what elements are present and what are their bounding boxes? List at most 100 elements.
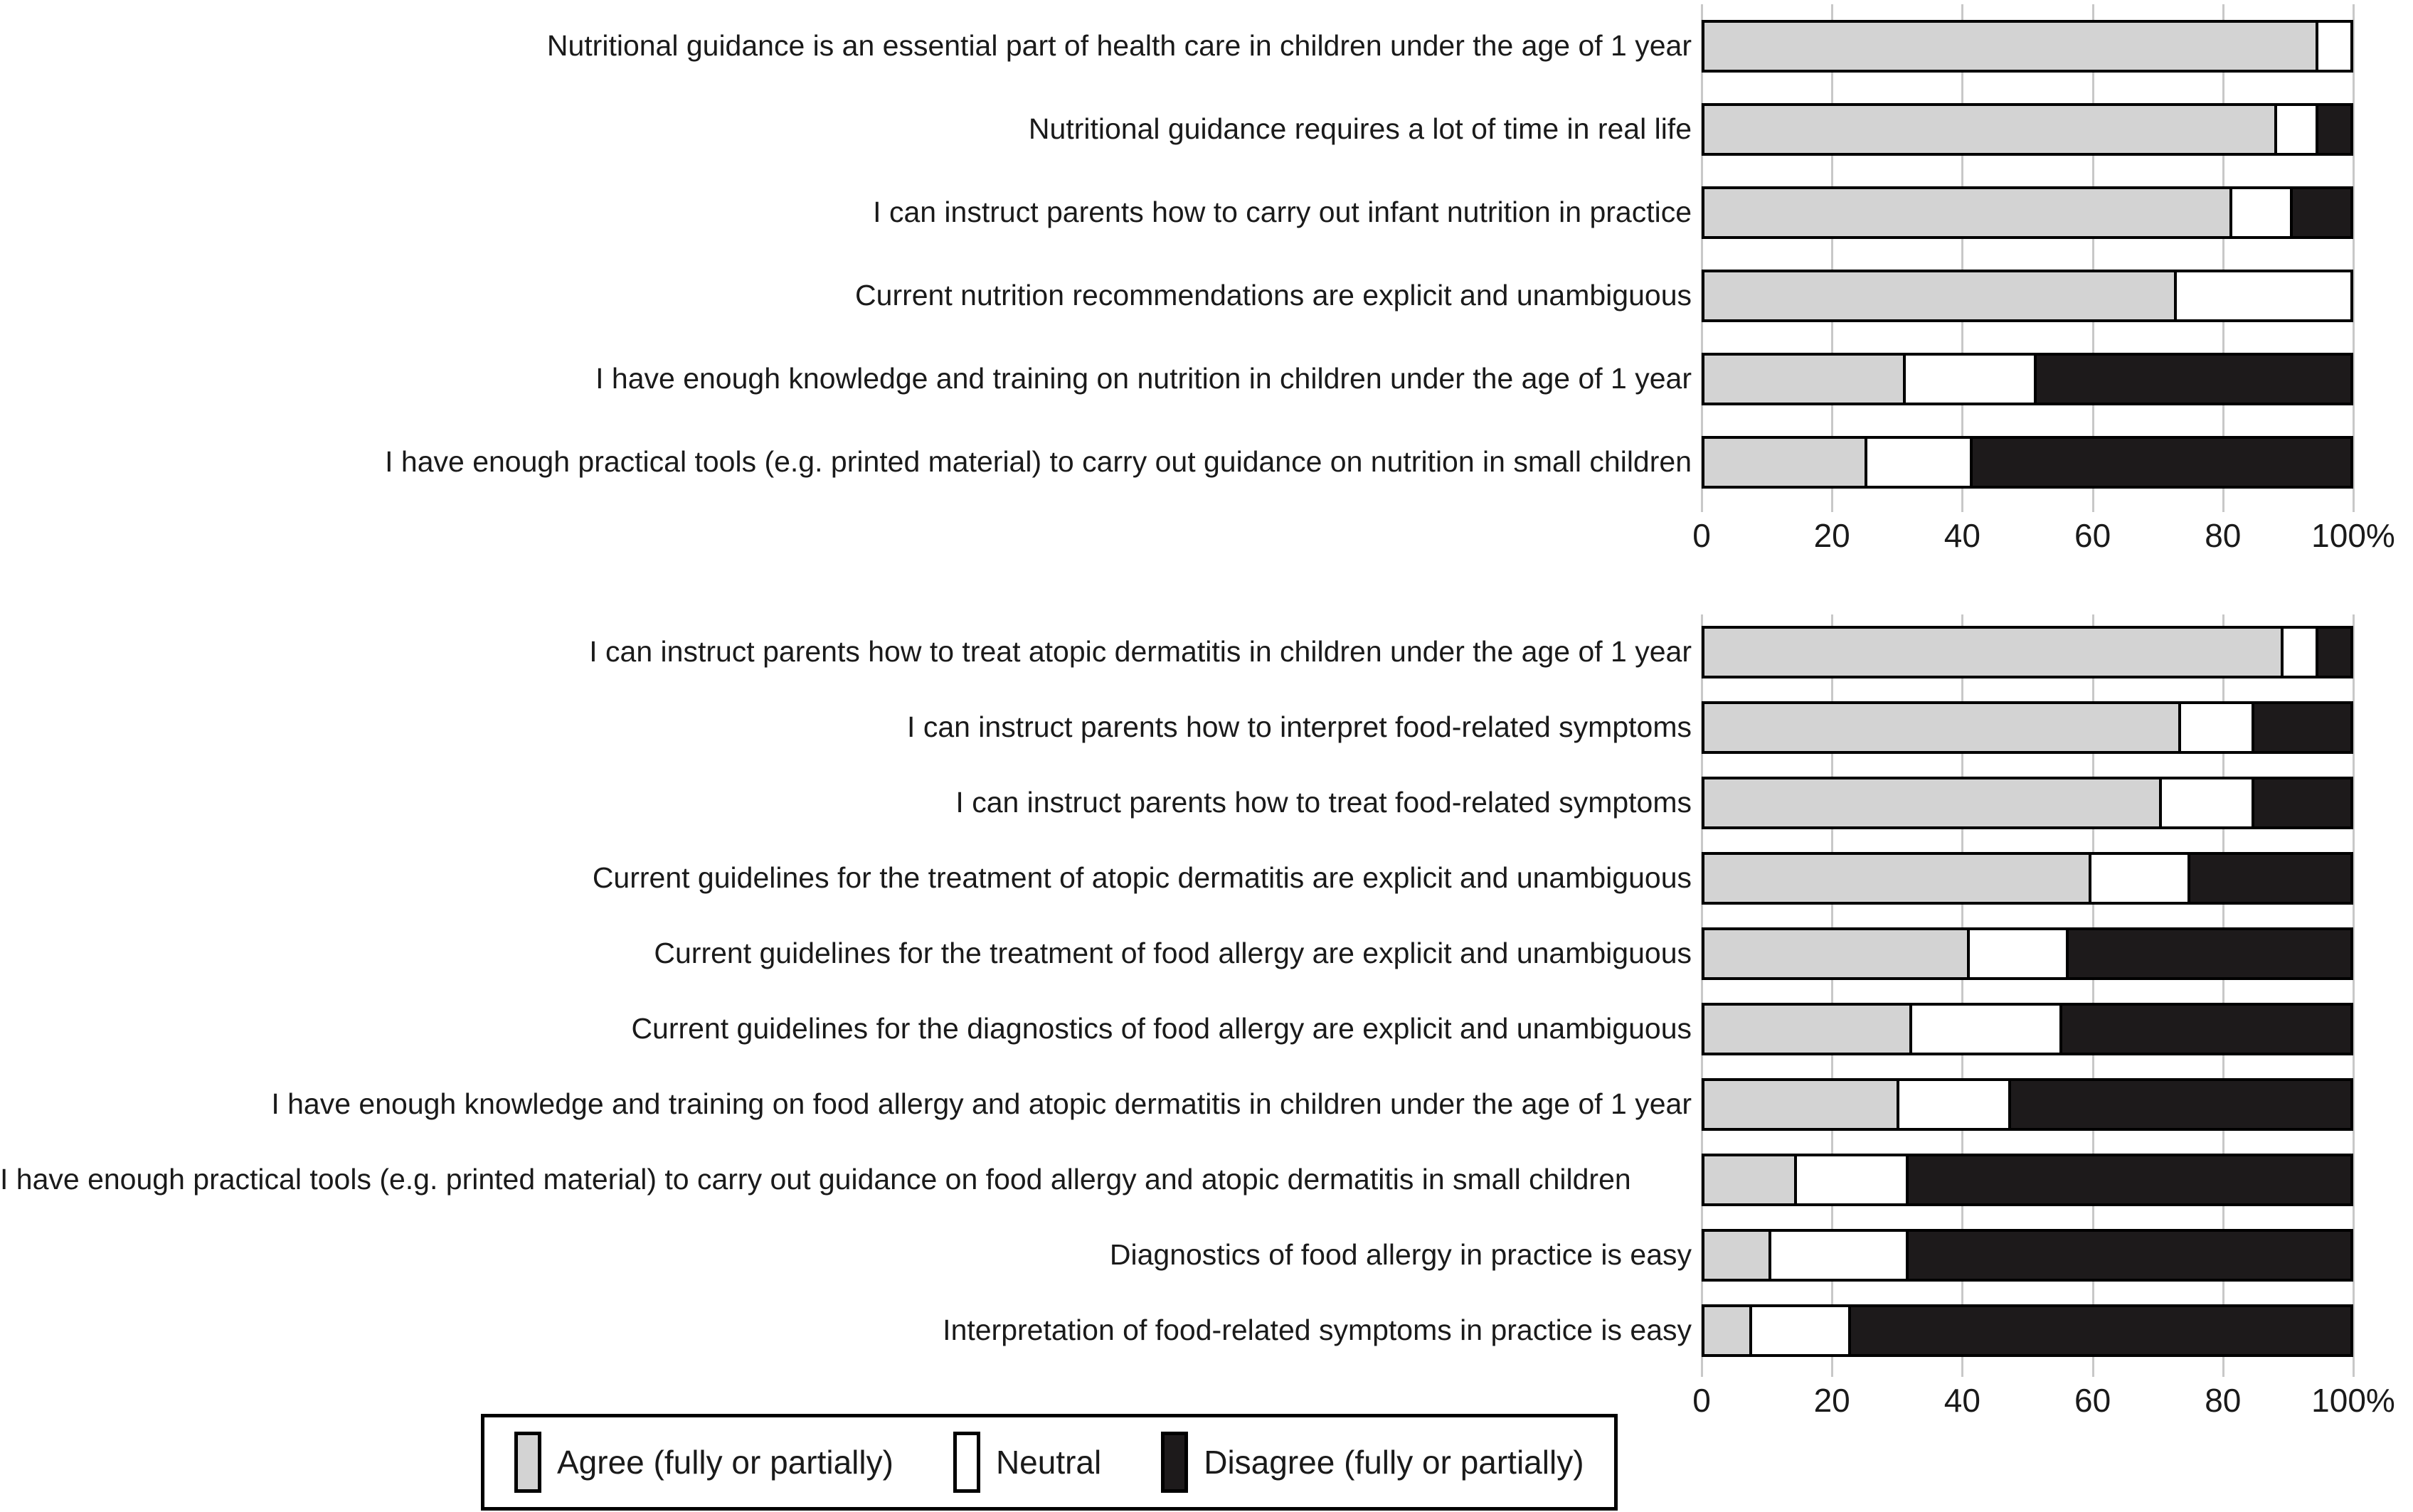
bar-cell [1702, 927, 2353, 980]
stacked-bar [1702, 269, 2353, 322]
chart-row: Current nutrition recommendations are ex… [0, 254, 2413, 337]
chart-row: I can instruct parents how to carry out … [0, 171, 2413, 254]
segment-neutral [1909, 1006, 2059, 1053]
axis-tick: 80 [2205, 517, 2242, 554]
row-label: I can instruct parents how to treat atop… [589, 635, 1692, 669]
segment-agree [1704, 22, 2316, 70]
segment-neutral [1768, 1232, 1906, 1279]
segment-agree [1704, 779, 2159, 826]
stacked-bar [1702, 626, 2353, 678]
segment-disagree [2059, 1006, 2350, 1053]
segment-disagree [2066, 930, 2350, 977]
stacked-bar [1702, 777, 2353, 829]
gridline [2091, 614, 2094, 1377]
axis-tick: 60 [2074, 1382, 2111, 1419]
axis-tick: 100% [2311, 517, 2395, 554]
chart-row: Interpretation of food-related symptoms … [0, 1293, 2413, 1368]
gridline [1701, 614, 1703, 1377]
legend-item: Disagree (fully or partially) [1161, 1432, 1584, 1493]
segment-neutral [2315, 22, 2350, 70]
row-label: Nutritional guidance requires a lot of t… [1028, 112, 1692, 145]
bar-cell [1702, 186, 2353, 239]
segment-disagree [2290, 188, 2350, 236]
bar-cell [1702, 269, 2353, 322]
chart-nutrition-statements: Nutritional guidance is an essential par… [0, 4, 2413, 565]
gridline [1961, 4, 1964, 512]
segment-agree [1704, 438, 1865, 486]
segment-neutral [2274, 105, 2316, 153]
segment-neutral [1865, 438, 1970, 486]
segment-neutral [1903, 355, 2034, 403]
axis-tick: 40 [1943, 517, 1980, 554]
axis-tick: 40 [1943, 1382, 1980, 1419]
bar-cell [1702, 777, 2353, 829]
segment-agree [1704, 1006, 1909, 1053]
row-label: I can instruct parents how to carry out … [873, 195, 1692, 228]
segment-agree [1704, 1081, 1897, 1128]
chart-row: I have enough practical tools (e.g. prin… [0, 420, 2413, 504]
stacked-bar [1702, 1304, 2353, 1357]
segment-agree [1704, 629, 2281, 676]
segment-agree [1704, 930, 1967, 977]
bar-cell [1702, 102, 2353, 156]
segment-agree [1704, 1232, 1768, 1279]
gridline [2353, 4, 2355, 512]
stacked-bar [1702, 701, 2353, 754]
chart-row: I have enough practical tools (e.g. prin… [0, 1142, 2413, 1218]
chart-row: I have enough knowledge and training on … [0, 337, 2413, 420]
gridline [1831, 614, 1834, 1377]
x-axis: 0 20 40 60 80 100% [1692, 504, 2395, 565]
segment-agree [1704, 188, 2229, 236]
gridlines [1701, 614, 2355, 1377]
stacked-bar [1702, 102, 2353, 156]
segment-agree [1704, 272, 2174, 319]
segment-neutral [2229, 188, 2290, 236]
segment-agree [1704, 1307, 1749, 1354]
chart-rows: I can instruct parents how to treat atop… [0, 614, 2413, 1368]
gridline [2222, 4, 2224, 512]
gridline [1961, 614, 1964, 1377]
gridline [1831, 4, 1834, 512]
legend-item: Agree (fully or partially) [514, 1432, 893, 1493]
stacked-bar [1702, 1003, 2353, 1055]
axis-tick: 20 [1813, 1382, 1850, 1419]
axis-tick: 20 [1813, 517, 1850, 554]
segment-agree [1704, 855, 2089, 902]
segment-disagree [2316, 105, 2350, 153]
legend-swatch-disagree [1161, 1432, 1189, 1493]
chart-row: Current guidelines for the treatment of … [0, 916, 2413, 991]
legend-swatch-neutral [953, 1432, 980, 1493]
chart-allergy-statements: I can instruct parents how to treat atop… [0, 614, 2413, 1430]
segment-agree [1704, 105, 2274, 153]
segment-disagree [2187, 855, 2350, 902]
chart-row: I can instruct parents how to treat atop… [0, 614, 2413, 690]
segment-disagree [2008, 1081, 2350, 1128]
axis-tick: 0 [1692, 1382, 1711, 1419]
stacked-bar [1702, 19, 2353, 73]
bar-cell [1702, 435, 2353, 489]
segment-neutral [2173, 272, 2350, 319]
gridline [2091, 4, 2094, 512]
segment-disagree [2034, 355, 2350, 403]
chart-rows: Nutritional guidance is an essential par… [0, 4, 2413, 504]
chart-row: I can instruct parents how to interpret … [0, 690, 2413, 765]
segment-disagree [2252, 779, 2350, 826]
segment-neutral [2178, 704, 2252, 751]
row-label: I have enough practical tools (e.g. prin… [0, 1163, 1631, 1196]
row-label: I have enough knowledge and training on … [595, 361, 1692, 395]
row-label: Current guidelines for the treatment of … [654, 937, 1692, 970]
row-label: I can instruct parents how to interpret … [907, 710, 1692, 744]
bar-cell [1702, 1304, 2353, 1357]
segment-neutral [2281, 629, 2316, 676]
segment-disagree [2316, 629, 2350, 676]
legend-label: Agree (fully or partially) [557, 1444, 893, 1481]
axis-tick: 0 [1692, 517, 1711, 554]
row-label: I can instruct parents how to treat food… [955, 786, 1692, 819]
segment-disagree [2252, 704, 2350, 751]
gridlines [1701, 4, 2355, 512]
stacked-bar [1702, 852, 2353, 905]
bar-cell [1702, 1078, 2353, 1131]
stacked-bar [1702, 1154, 2353, 1206]
gridline [2353, 614, 2355, 1377]
axis-tick: 80 [2205, 1382, 2242, 1419]
